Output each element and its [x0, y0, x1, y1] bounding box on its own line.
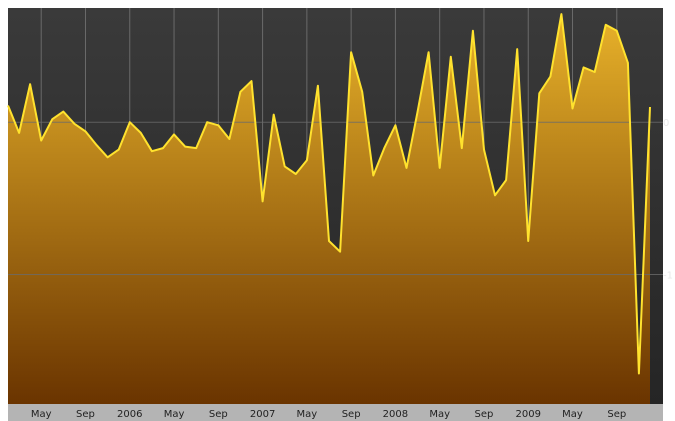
x-tick-label: May [562, 409, 583, 420]
x-tick-label: Sep [76, 409, 95, 420]
y-tick-label: -1 [663, 271, 673, 282]
x-tick-label: Sep [607, 409, 626, 420]
series-line [7, 13, 651, 375]
x-tick-label: Sep [342, 409, 361, 420]
x-tick-label: 2006 [117, 409, 142, 420]
x-tick-label: 2007 [250, 409, 275, 420]
x-tick-label: May [429, 409, 450, 420]
x-tick-label: Sep [475, 409, 494, 420]
x-tick-label: 2009 [516, 409, 541, 420]
x-axis-strip [8, 404, 663, 421]
horizontal-gridlines [8, 121, 663, 276]
x-tick-label: Sep [209, 409, 228, 420]
x-axis-ticks: May Sep 2006 May Sep 2007 May Sep 2008 May Sep 2009… [31, 409, 626, 420]
y-axis-ticks: 0 -1 [663, 118, 673, 281]
x-tick-label: 2008 [383, 409, 408, 420]
y-tick-label: 0 [663, 118, 669, 129]
x-tick-label: May [297, 409, 318, 420]
area-fill [8, 14, 650, 404]
x-tick-label: May [31, 409, 52, 420]
x-tick-label: May [164, 409, 185, 420]
